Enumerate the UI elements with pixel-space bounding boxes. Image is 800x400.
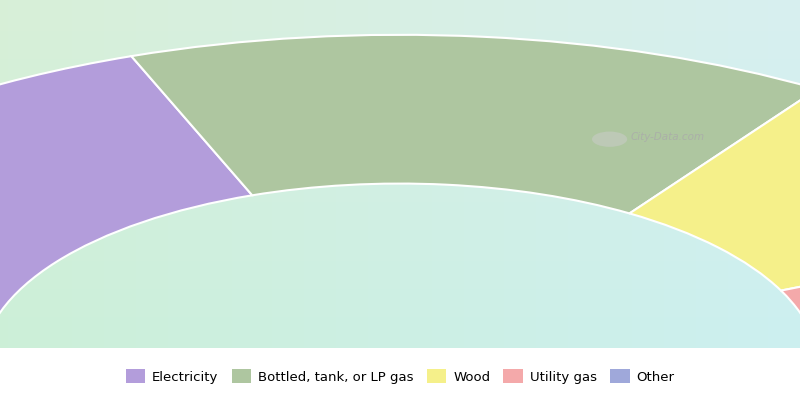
Wedge shape bbox=[131, 35, 800, 214]
Legend: Electricity, Bottled, tank, or LP gas, Wood, Utility gas, Other: Electricity, Bottled, tank, or LP gas, W… bbox=[120, 364, 680, 389]
Wedge shape bbox=[781, 229, 800, 337]
Wedge shape bbox=[0, 56, 252, 366]
Text: City-Data.com: City-Data.com bbox=[631, 132, 705, 142]
Circle shape bbox=[592, 132, 627, 147]
Wedge shape bbox=[630, 89, 800, 290]
